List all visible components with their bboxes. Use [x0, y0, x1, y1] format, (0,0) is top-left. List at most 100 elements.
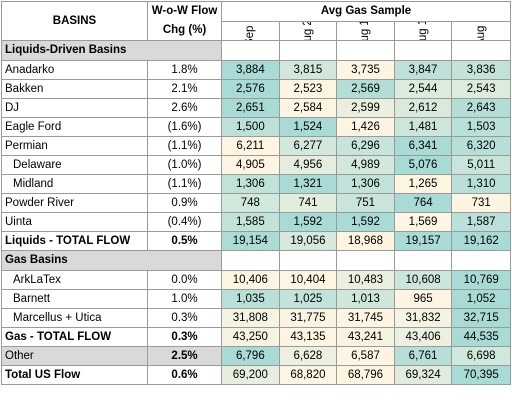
section-row-liquids-driven-basins: Liquids-Driven Basins [0, 40, 511, 61]
table-row-bakken: Bakken 2.1% 2,576 2,523 2,569 2,544 2,543 [0, 79, 511, 99]
section-blank-cell [393, 250, 453, 271]
table-row-uinta: Uinta (0.4%) 1,585 1,592 1,592 1,569 1,587 [0, 212, 511, 232]
wow-change-value: (1.1%) [147, 136, 223, 156]
flow-value-cell: 4,956 [278, 155, 338, 175]
table-row-delaware: Delaware (1.0%) 4,905 4,956 4,989 5,076 5,011 [0, 155, 511, 175]
basin-name: Anadarko [0, 60, 149, 80]
table-row-marcellus-utica: Marcellus + Utica 0.3% 31,808 31,775 31,745 3… [0, 308, 511, 328]
date-header-aug-18: Aug 18 [336, 21, 395, 41]
section-blank-cell [393, 40, 453, 61]
section-title: Liquids-Driven Basins [0, 40, 223, 61]
date-header-aug-11: Aug 11 [393, 21, 453, 41]
flow-value-cell: 6,296 [336, 136, 395, 156]
basin-name: Bakken [0, 79, 149, 99]
flow-value-cell: 2,599 [336, 98, 395, 118]
basin-name: Gas - TOTAL FLOW [0, 327, 149, 347]
table-row-barnett: Barnett 1.0% 1,035 1,025 1,013 965 1,052 [0, 289, 511, 309]
basin-name: Liquids - TOTAL FLOW [0, 231, 149, 251]
section-blank-cell [221, 40, 280, 61]
flow-value-cell: 19,056 [278, 231, 338, 251]
basin-name: Uinta [0, 212, 149, 232]
wow-change-value: 0.5% [147, 231, 223, 251]
flow-value-cell: 2,543 [451, 79, 511, 99]
flow-value-cell: 10,406 [221, 270, 280, 290]
flow-value-cell: 741 [278, 193, 338, 213]
flow-value-cell: 5,011 [451, 155, 511, 175]
table-row-permian: Permian (1.1%) 6,211 6,277 6,296 6,341 6,320 [0, 136, 511, 156]
basin-name: Permian [0, 136, 149, 156]
wow-change-value: (1.1%) [147, 174, 223, 194]
flow-value-cell: 1,265 [393, 174, 453, 194]
wow-change-value: 1.0% [147, 289, 223, 309]
flow-value-cell: 2,576 [221, 79, 280, 99]
flow-value-cell: 6,698 [451, 346, 511, 366]
flow-value-cell: 18,968 [336, 231, 395, 251]
flow-value-cell: 2,612 [393, 98, 453, 118]
flow-value-cell: 3,884 [221, 60, 280, 80]
flow-value-cell: 1,321 [278, 174, 338, 194]
date-label: Aug 18 [359, 21, 372, 41]
section-row-gas-basins: Gas Basins [0, 250, 511, 271]
flow-value-cell: 3,815 [278, 60, 338, 80]
flow-value-cell: 19,162 [451, 231, 511, 251]
table-row-total-us-flow: Total US Flow 0.6% 69,200 68,820 68,796 69,32… [0, 365, 511, 385]
basin-name: Delaware [0, 155, 149, 175]
flow-value-cell: 5,076 [393, 155, 453, 175]
gas-flow-table: BASINS W-o-W Flow Chg (%) Avg Gas Sample… [0, 1, 511, 385]
basin-name: Total US Flow [0, 365, 149, 385]
flow-value-cell: 2,523 [278, 79, 338, 99]
flow-value-cell: 19,157 [393, 231, 453, 251]
flow-value-cell: 1,025 [278, 289, 338, 309]
wow-change-value: 2.1% [147, 79, 223, 99]
flow-value-cell: 3,836 [451, 60, 511, 80]
flow-value-cell: 6,341 [393, 136, 453, 156]
date-header-sep-1: Sep 1 [221, 21, 280, 41]
flow-value-cell: 748 [221, 193, 280, 213]
flow-value-cell: 43,250 [221, 327, 280, 347]
wow-change-header-line2: Chg (%) [162, 24, 207, 36]
date-label: Aug 4 [475, 21, 488, 41]
wow-change-header: W-o-W Flow Chg (%) [147, 1, 223, 41]
table-row-midland: Midland (1.1%) 1,306 1,321 1,306 1,265 1,310 [0, 174, 511, 194]
wow-change-value: 0.3% [147, 308, 223, 328]
date-label: Aug 11 [417, 21, 430, 41]
flow-value-cell: 2,643 [451, 98, 511, 118]
section-blank-cell [221, 250, 280, 271]
flow-value-cell: 2,584 [278, 98, 338, 118]
flow-value-cell: 4,989 [336, 155, 395, 175]
flow-value-cell: 32,715 [451, 308, 511, 328]
flow-value-cell: 1,035 [221, 289, 280, 309]
flow-value-cell: 43,135 [278, 327, 338, 347]
flow-value-cell: 1,426 [336, 117, 395, 137]
flow-value-cell: 68,820 [278, 365, 338, 385]
basin-name: Midland [0, 174, 149, 194]
section-title: Gas Basins [0, 250, 223, 271]
flow-value-cell: 965 [393, 289, 453, 309]
basin-name: Marcellus + Utica [0, 308, 149, 328]
basin-name: Barnett [0, 289, 149, 309]
wow-change-value: 2.5% [147, 346, 223, 366]
basin-name: Eagle Ford [0, 117, 149, 137]
flow-value-cell: 731 [451, 193, 511, 213]
section-blank-cell [336, 40, 395, 61]
flow-value-cell: 31,775 [278, 308, 338, 328]
flow-value-cell: 31,832 [393, 308, 453, 328]
flow-value-cell: 1,310 [451, 174, 511, 194]
flow-value-cell: 1,587 [451, 212, 511, 232]
date-header-aug-25: Aug 25 [278, 21, 338, 41]
basin-name: Other [0, 346, 149, 366]
wow-change-value: 2.6% [147, 98, 223, 118]
flow-value-cell: 1,052 [451, 289, 511, 309]
section-blank-cell [278, 250, 338, 271]
flow-value-cell: 70,395 [451, 365, 511, 385]
wow-change-value: (0.4%) [147, 212, 223, 232]
flow-value-cell: 6,628 [278, 346, 338, 366]
flow-value-cell: 3,735 [336, 60, 395, 80]
flow-value-cell: 751 [336, 193, 395, 213]
wow-change-value: 0.9% [147, 193, 223, 213]
flow-value-cell: 10,404 [278, 270, 338, 290]
flow-value-cell: 10,769 [451, 270, 511, 290]
wow-change-value: 0.6% [147, 365, 223, 385]
header-row-top: BASINS W-o-W Flow Chg (%) Avg Gas Sample [0, 1, 511, 41]
